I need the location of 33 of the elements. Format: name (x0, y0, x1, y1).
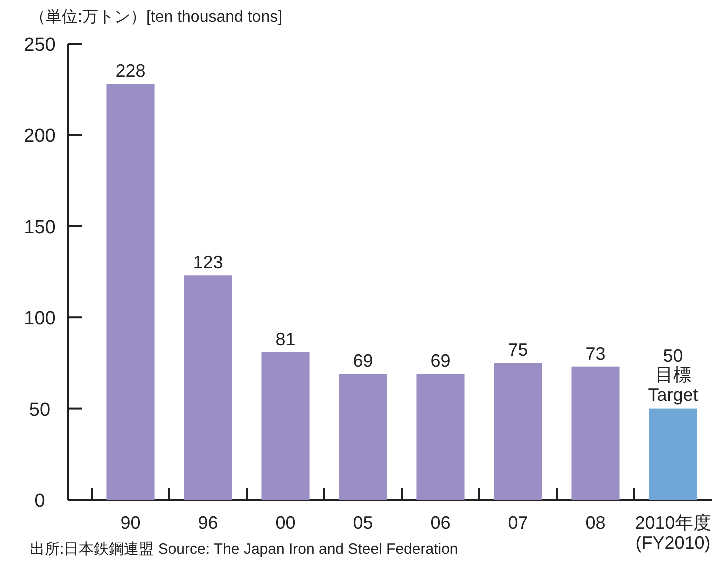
y-tick-label: 250 (24, 35, 56, 56)
bar (262, 352, 310, 500)
y-tick-label: 50 (29, 400, 51, 421)
y-tick-label: 150 (24, 217, 56, 238)
y-axis-title: （単位:万トン）[ten thousand tons] (30, 9, 283, 26)
data-label: 123 (193, 252, 224, 273)
bar (339, 374, 388, 500)
x-tick-label: 96 (198, 513, 218, 533)
data-label: 50 (663, 346, 684, 366)
bar (649, 408, 698, 500)
x-tick-label: 08 (586, 513, 606, 533)
text: 出所:日本鉄鋼連盟 Source: The Japan Iron and Steel Federation (30, 541, 458, 558)
annotation: 目標 Target (648, 364, 698, 405)
bar (494, 363, 542, 500)
y-tick-label: 200 (24, 126, 56, 148)
bar (572, 366, 620, 500)
bar (416, 374, 465, 500)
data-label: 69 (430, 351, 451, 372)
data-label: 81 (276, 329, 296, 350)
y-tick-label: 100 (24, 308, 56, 330)
x-tick-label: 00 (276, 513, 296, 533)
x-tick-label: 07 (508, 513, 528, 533)
x-tick-label: 2010年度 (FY2010) (635, 513, 712, 553)
y-tick-label: 0 (34, 491, 46, 512)
bar (106, 84, 155, 500)
x-tick-label: 05 (353, 513, 374, 533)
x-tick-label: 90 (120, 513, 141, 533)
bar (184, 276, 232, 500)
data-label: 69 (353, 351, 374, 372)
data-label: 73 (586, 344, 606, 364)
x-tick-label: 06 (430, 513, 451, 533)
data-label: 228 (116, 61, 146, 82)
data-label: 75 (508, 340, 528, 360)
